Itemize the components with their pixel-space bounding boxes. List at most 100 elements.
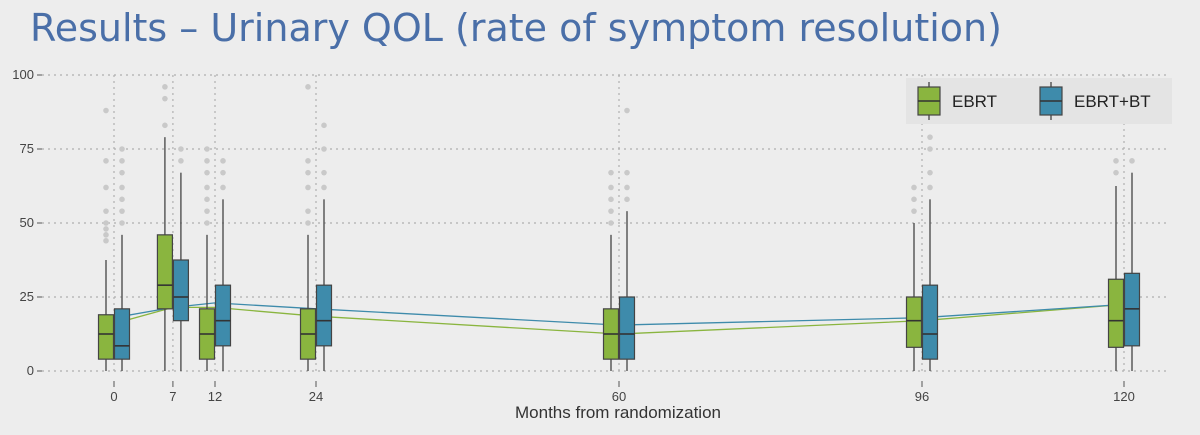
- outlier-point: [204, 184, 210, 191]
- outlier-point: [119, 158, 125, 164]
- outlier-point: [624, 107, 630, 114]
- outlier-point: [608, 184, 614, 191]
- outlier-point: [608, 169, 614, 176]
- outlier-point: [204, 196, 210, 203]
- y-tick-label: 75: [20, 141, 34, 156]
- outlier-point: [321, 184, 327, 191]
- box-body: [905, 296, 923, 348]
- outlier-point: [103, 220, 109, 226]
- box-ebrt-0: [97, 107, 115, 371]
- x-tick-label: 96: [915, 389, 929, 404]
- outlier-point: [624, 169, 630, 176]
- box-ebrt-bt-96: [921, 134, 939, 371]
- outlier-point: [162, 95, 168, 102]
- outlier-point: [204, 146, 210, 152]
- box-body: [1107, 278, 1125, 348]
- outlier-point: [162, 84, 168, 90]
- outlier-point: [178, 146, 184, 152]
- outlier-point: [103, 237, 109, 244]
- legend-key-ebrt-bt: [1039, 82, 1063, 120]
- outlier-point: [608, 220, 614, 226]
- box-body: [97, 314, 115, 360]
- axis-layer: 0 25 50 75 100 0 7 12 24 60 96 120: [12, 67, 1135, 404]
- outlier-point: [305, 184, 311, 191]
- outlier-point: [608, 208, 614, 214]
- slide-title: Results – Urinary QOL (rate of symptom r…: [30, 6, 1002, 50]
- box-body: [618, 296, 636, 360]
- outlier-point: [220, 184, 226, 191]
- box-ebrt-120: [1107, 158, 1125, 371]
- outlier-point: [305, 169, 311, 176]
- outlier-point: [911, 184, 917, 191]
- outlier-point: [321, 146, 327, 152]
- outlier-point: [204, 169, 210, 176]
- box-ebrt-bt-60: [618, 107, 636, 371]
- box-ebrt-bt-7: [172, 146, 190, 371]
- outlier-point: [204, 208, 210, 214]
- outlier-point: [119, 146, 125, 152]
- outlier-point: [103, 226, 109, 232]
- box-ebrt-bt-120: [1123, 158, 1141, 371]
- box-body: [921, 284, 939, 360]
- outlier-point: [119, 220, 125, 226]
- legend-label: EBRT: [952, 92, 997, 111]
- outlier-point: [204, 158, 210, 164]
- legend-key-ebrt: [917, 82, 941, 120]
- box-ebrt-bt-24: [315, 122, 333, 371]
- outlier-point: [103, 184, 109, 191]
- outlier-point: [911, 196, 917, 203]
- outlier-point: [927, 169, 933, 176]
- outlier-point: [927, 184, 933, 191]
- outlier-point: [321, 122, 327, 129]
- legend-label: EBRT+BT: [1074, 92, 1151, 111]
- outlier-point: [927, 134, 933, 140]
- legend: EBRT EBRT+BT: [906, 78, 1172, 124]
- legend-background: [906, 78, 1172, 124]
- outlier-point: [305, 208, 311, 214]
- y-tick-label: 0: [27, 363, 34, 378]
- box-ebrt-7: [156, 84, 174, 371]
- box-body: [315, 284, 333, 347]
- outlier-point: [624, 184, 630, 191]
- outlier-point: [220, 169, 226, 176]
- x-tick-label: 60: [612, 389, 626, 404]
- outlier-point: [103, 107, 109, 114]
- x-tick-label: 0: [110, 389, 117, 404]
- box-ebrt-bt-12: [214, 158, 232, 371]
- outlier-point: [119, 196, 125, 203]
- box-layer: [97, 84, 1141, 371]
- x-tick-label: 24: [309, 389, 323, 404]
- outlier-point: [305, 220, 311, 226]
- outlier-point: [220, 158, 226, 164]
- outlier-point: [305, 158, 311, 164]
- x-tick-label: 120: [1113, 389, 1135, 404]
- outlier-point: [1113, 158, 1119, 164]
- outlier-point: [103, 232, 109, 238]
- outlier-point: [321, 169, 327, 176]
- outlier-point: [103, 158, 109, 164]
- box-body: [214, 284, 232, 347]
- box-ebrt-bt-0: [113, 146, 131, 371]
- x-axis-title: Months from randomization: [515, 403, 721, 422]
- outlier-point: [178, 158, 184, 164]
- outlier-point: [162, 122, 168, 129]
- outlier-point: [1113, 169, 1119, 176]
- outlier-point: [911, 208, 917, 214]
- outlier-point: [927, 146, 933, 152]
- outlier-point: [119, 208, 125, 214]
- y-tick-label: 25: [20, 289, 34, 304]
- box-body: [113, 308, 131, 360]
- outlier-point: [119, 169, 125, 176]
- y-tick-label: 50: [20, 215, 34, 230]
- outlier-point: [608, 196, 614, 203]
- y-tick-label: 100: [12, 67, 34, 82]
- x-tick-label: 12: [208, 389, 222, 404]
- box-ebrt-24: [299, 84, 317, 371]
- box-ebrt-60: [602, 169, 620, 371]
- outlier-point: [1129, 158, 1135, 164]
- outlier-point: [305, 84, 311, 90]
- outlier-point: [624, 196, 630, 203]
- outlier-point: [119, 184, 125, 191]
- box-ebrt-96: [905, 184, 923, 371]
